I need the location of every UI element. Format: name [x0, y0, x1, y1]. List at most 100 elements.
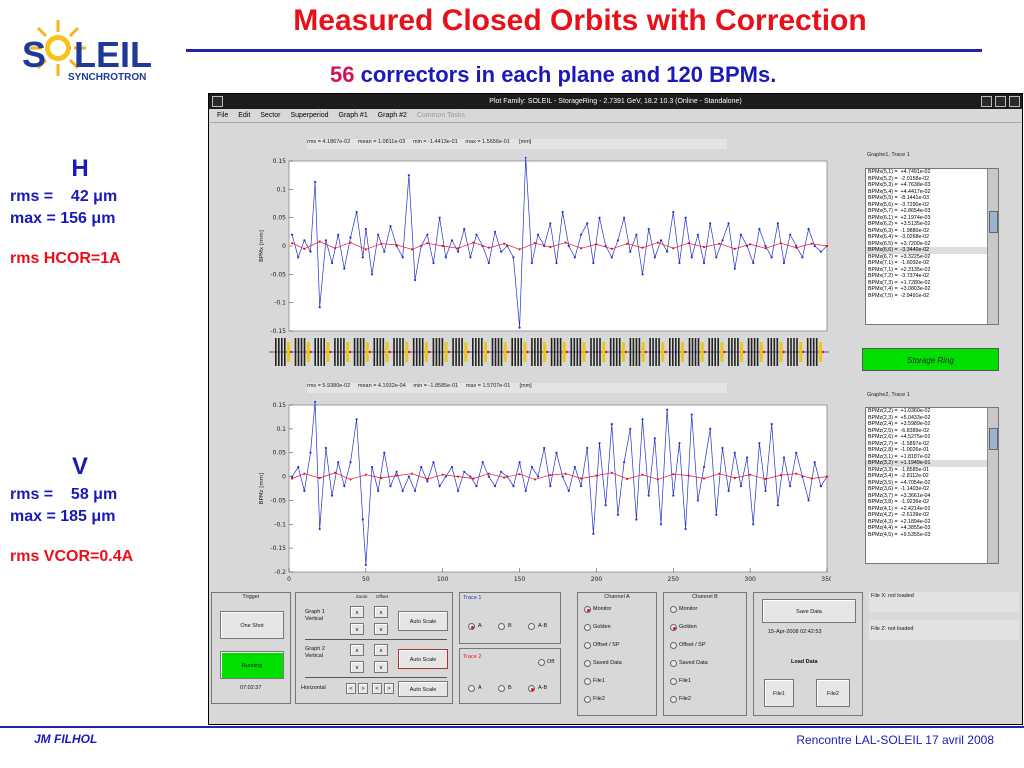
graph2-zoom-up[interactable]: ∧	[350, 644, 364, 656]
bpm-list-item[interactable]: BPMx(7,4) = +3.0803e-02	[868, 286, 931, 292]
horizontal-offset-right[interactable]: >	[384, 683, 394, 694]
bpm-list-item[interactable]: BPMz(4,4) = +4.3855e-03	[868, 525, 931, 531]
bpm-list-item[interactable]: BPMz(2,4) = +3.5989e-02	[868, 421, 931, 427]
bpm-list-item[interactable]: BPMz(2,6) = +4.5275e-02	[868, 434, 931, 440]
bpm-list-item[interactable]: BPMz(3,2) = +1.1949e-01	[866, 460, 998, 467]
bpm-list-item[interactable]: BPMz(2,8) = -1.0026e-01	[868, 447, 930, 453]
graph1-zoom-down[interactable]: ∨	[350, 623, 364, 635]
graph2-offset-up[interactable]: ∧	[374, 644, 388, 656]
bpm-list-item[interactable]: BPMx(6,1) = +2.1974e-03	[868, 214, 931, 221]
bpm-list-item[interactable]: BPMx(5,3) = +4.7638e-03	[868, 182, 931, 188]
graph2-auto-scale-button[interactable]: Auto Scale	[398, 649, 448, 669]
menu-file[interactable]: File	[217, 112, 229, 119]
channel-option-radio[interactable]	[670, 678, 677, 685]
bpm-list-item[interactable]: BPMx(6,5) = +3.7200e-02	[868, 240, 931, 247]
bpm-list-item[interactable]: BPMz(4,1) = +2.4214e-02	[868, 505, 931, 512]
close-icon[interactable]	[1009, 96, 1020, 107]
bpm-list-item[interactable]: BPMx(7,1) = -1.6092e-02	[868, 260, 930, 266]
trace2-a-radio[interactable]	[468, 685, 475, 692]
bpm-list-item[interactable]: BPMz(2,2) = +1.0360e-02	[868, 408, 931, 414]
bpm-list-item[interactable]: BPMx(7,5) = -2.9491e-02	[868, 292, 930, 299]
graph2-bpm-list[interactable]: BPMz(2,2) = +1.0360e-02 BPMz(2,3) = +5.04…	[865, 407, 999, 564]
trace1-b-radio[interactable]	[498, 623, 505, 630]
graph1-offset-down[interactable]: ∨	[374, 623, 388, 635]
channel-option-radio[interactable]	[670, 642, 677, 649]
horizontal-zoom-right[interactable]: >	[358, 683, 368, 694]
horizontal-zoom-left[interactable]: <	[346, 683, 356, 694]
graph1-zoom-up[interactable]: ∧	[350, 606, 364, 618]
bpm-list-item[interactable]: BPMx(5,1) = +4.7491e-02	[868, 169, 931, 175]
load-file2-button[interactable]: File2	[816, 679, 850, 707]
load-file1-button[interactable]: File1	[764, 679, 794, 707]
bpm-list-item[interactable]: BPMx(5,7) = +2.8654e-03	[868, 208, 931, 214]
bpm-list-item[interactable]: BPMz(3,7) = +3.3661e-04	[868, 492, 931, 499]
bpm-list-item[interactable]: BPMx(6,2) = +3.5135e-02	[868, 221, 931, 227]
graph1-bpm-list[interactable]: BPMx(5,1) = +4.7491e-02 BPMx(5,2) = -2.01…	[865, 168, 999, 325]
horizontal-auto-scale-button[interactable]: Auto Scale	[398, 681, 448, 697]
graph2-list-scrollbar[interactable]	[987, 408, 998, 563]
menu-edit[interactable]: Edit	[238, 112, 251, 119]
channel-option-radio[interactable]	[584, 678, 591, 685]
bpm-list-item[interactable]: BPMz(3,3) = -1.8585e-01	[868, 466, 930, 473]
menu-graph1[interactable]: Graph #1	[338, 112, 368, 119]
trace1-ab-radio[interactable]	[528, 623, 535, 630]
bpm-list-item[interactable]: BPMx(6,4) = -3.0268e-02	[868, 234, 930, 240]
data-point	[579, 247, 583, 250]
channel-option-radio[interactable]	[584, 624, 591, 631]
data-point	[309, 250, 312, 253]
bpm-list-item[interactable]: BPMx(7,1) = +2.3135e-02	[868, 266, 931, 273]
bpm-list-item[interactable]: BPMz(3,8) = -1.9236e-02	[868, 499, 930, 505]
channel-option-label: File1	[593, 678, 605, 684]
channel-option-radio[interactable]	[584, 606, 591, 613]
menu-superperiod[interactable]: Superperiod	[290, 112, 329, 119]
bpm-list-item[interactable]: BPMz(3,4) = -2.8112e-02	[868, 473, 929, 479]
channel-option-radio[interactable]	[584, 696, 591, 703]
graph1-plot[interactable]: 0.15 0.1 0.05 0 -0.05 -0.1 -0.15 BPMx [mm]	[231, 157, 831, 337]
channel-option-radio[interactable]	[670, 606, 677, 613]
channel-option-radio[interactable]	[670, 660, 677, 667]
bpm-list-item[interactable]: BPMz(2,5) = -6.8389e-02	[868, 427, 930, 434]
bpm-list-item[interactable]: BPMx(6,7) = +3.3225e-02	[868, 253, 931, 260]
bpm-list-item[interactable]: BPMz(4,3) = +2.1894e-02	[868, 518, 931, 525]
one-shot-button[interactable]: One Shot	[220, 611, 284, 639]
menu-graph2[interactable]: Graph #2	[377, 112, 407, 119]
channel-option-radio[interactable]	[584, 642, 591, 649]
channel-option-radio[interactable]	[584, 660, 591, 667]
graph2-plot[interactable]: 0.150.10.050-0.05-0.1-0.15-0.20 50 100 150 2…	[231, 401, 831, 586]
trace2-b-radio[interactable]	[498, 685, 505, 692]
bpm-list-item[interactable]: BPMz(4,5) = +9.5355e-03	[868, 531, 931, 538]
maximize-icon[interactable]	[995, 96, 1006, 107]
bpm-list-item[interactable]: BPMx(5,6) = -3.7290e-02	[868, 201, 930, 208]
channel-option-radio[interactable]	[670, 624, 677, 631]
save-data-button[interactable]: Save Data	[762, 599, 856, 623]
graph1-list-scrollbar[interactable]	[987, 169, 998, 324]
bpm-list-item[interactable]: BPMz(3,1) = +1.8187e-02	[868, 453, 931, 460]
horizontal-offset-left[interactable]: <	[372, 683, 382, 694]
graph1-offset-up[interactable]: ∧	[374, 606, 388, 618]
channel-option-radio[interactable]	[670, 696, 677, 703]
running-button[interactable]: Running	[220, 651, 284, 679]
trace1-a-radio[interactable]	[468, 623, 475, 630]
trace2-ab-radio[interactable]	[528, 685, 535, 692]
bpm-list-item[interactable]: BPMz(3,6) = -1.1403e-02	[868, 486, 930, 492]
bpm-list-item[interactable]: BPMx(6,3) = -1.9880e-02	[868, 227, 930, 234]
bpm-list-item[interactable]: BPMz(2,3) = +5.0433e-02	[868, 414, 931, 421]
bpm-list-item[interactable]: BPMz(2,7) = -1.5897e-02	[868, 440, 930, 447]
bpm-list-item[interactable]: BPMx(7,3) = +1.7280e-02	[868, 279, 931, 286]
bpm-list-item[interactable]: BPMz(4,2) = -2.6139e-02	[868, 512, 930, 518]
trace2-off-radio[interactable]	[538, 659, 545, 666]
graph2-offset-down[interactable]: ∨	[374, 661, 388, 673]
graph1-auto-scale-button[interactable]: Auto Scale	[398, 611, 448, 631]
graph2-zoom-down[interactable]: ∨	[350, 661, 364, 673]
bpm-list-item[interactable]: BPMz(3,5) = +4.7054e-02	[868, 479, 931, 486]
bpm-list-item[interactable]: BPMx(7,2) = -3.7374e-02	[868, 273, 930, 279]
menu-sector[interactable]: Sector	[260, 112, 281, 119]
magnet-mark	[756, 338, 759, 366]
minimize-icon[interactable]	[981, 96, 992, 107]
bpm-list-item[interactable]: BPMx(5,4) = +4.4417e-02	[868, 188, 931, 195]
bpm-list-item[interactable]: BPMx(6,6) = -3.3440e-02	[866, 247, 998, 254]
bpm-list-item[interactable]: BPMx(5,5) = -8.1441e-03	[868, 195, 930, 201]
window-menu-icon[interactable]	[212, 96, 223, 107]
bpm-list-item[interactable]: BPMx(5,2) = -2.0158e-02	[868, 175, 930, 182]
quad-mark	[818, 342, 822, 362]
